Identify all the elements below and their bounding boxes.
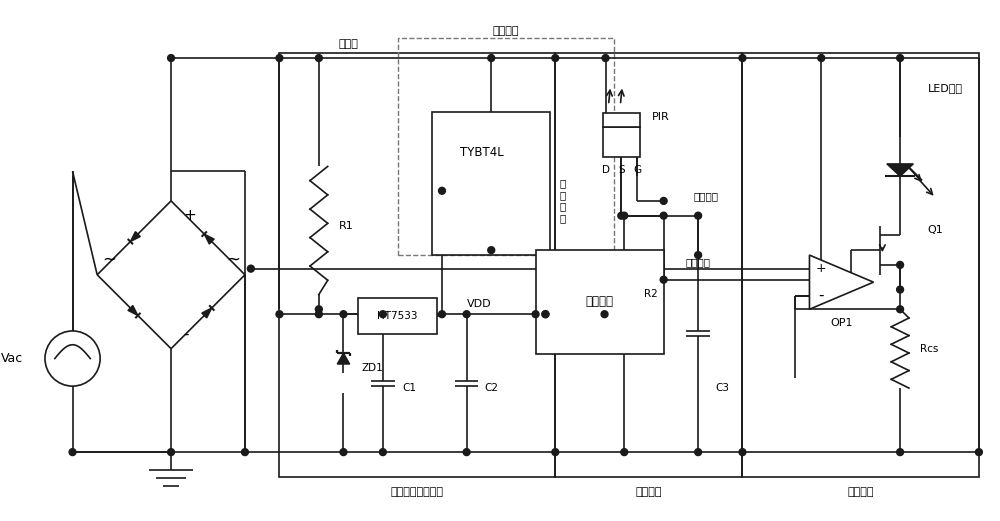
Polygon shape <box>128 305 138 316</box>
Circle shape <box>542 311 549 318</box>
Text: 控制模块: 控制模块 <box>586 295 614 308</box>
Circle shape <box>621 212 628 219</box>
Text: ~: ~ <box>226 251 240 269</box>
Circle shape <box>602 55 609 61</box>
Circle shape <box>439 311 445 318</box>
Circle shape <box>379 449 386 455</box>
Text: HT7533: HT7533 <box>377 311 418 321</box>
Polygon shape <box>337 353 350 364</box>
Text: VDD: VDD <box>467 300 491 309</box>
Circle shape <box>542 311 549 318</box>
Text: G: G <box>633 165 641 176</box>
Circle shape <box>276 55 283 61</box>
Polygon shape <box>809 255 873 309</box>
Polygon shape <box>130 232 140 242</box>
Circle shape <box>695 449 702 455</box>
Text: C3: C3 <box>716 383 730 393</box>
Text: 感应模块: 感应模块 <box>636 487 662 497</box>
Text: +: + <box>183 208 196 223</box>
Text: 感应信号: 感应信号 <box>693 191 718 201</box>
Circle shape <box>488 55 495 61</box>
Circle shape <box>276 311 283 318</box>
Circle shape <box>488 247 495 254</box>
Circle shape <box>975 449 982 455</box>
Text: S: S <box>618 165 625 176</box>
Text: D: D <box>602 165 610 176</box>
Circle shape <box>695 212 702 219</box>
Text: C2: C2 <box>484 383 498 393</box>
Circle shape <box>739 55 746 61</box>
Text: 感
应
参
数: 感 应 参 数 <box>559 178 565 223</box>
Circle shape <box>247 265 254 272</box>
Text: 调光信号: 调光信号 <box>685 257 710 267</box>
Circle shape <box>897 449 904 455</box>
Circle shape <box>618 212 625 219</box>
Circle shape <box>340 449 347 455</box>
Text: R1: R1 <box>339 220 353 230</box>
Circle shape <box>315 55 322 61</box>
Text: OP1: OP1 <box>830 318 853 328</box>
Circle shape <box>340 311 347 318</box>
Circle shape <box>897 286 904 293</box>
Circle shape <box>601 311 608 318</box>
Text: Rcs: Rcs <box>920 344 938 354</box>
Text: LED灯串: LED灯串 <box>928 83 963 93</box>
Circle shape <box>552 55 559 61</box>
Circle shape <box>69 449 76 455</box>
Text: -: - <box>819 288 824 303</box>
Text: TYBT4L: TYBT4L <box>460 146 504 159</box>
Circle shape <box>315 311 322 318</box>
FancyBboxPatch shape <box>358 299 437 334</box>
Circle shape <box>660 276 667 283</box>
Text: 无线模块: 无线模块 <box>493 27 519 36</box>
Circle shape <box>439 188 445 194</box>
Circle shape <box>621 449 628 455</box>
Polygon shape <box>204 234 214 244</box>
Circle shape <box>897 55 904 61</box>
Circle shape <box>695 252 702 258</box>
Text: 低压直流供电模块: 低压直流供电模块 <box>391 487 444 497</box>
Circle shape <box>315 306 322 313</box>
Text: Vac: Vac <box>1 352 23 365</box>
Circle shape <box>660 197 667 204</box>
Polygon shape <box>887 164 913 176</box>
Circle shape <box>532 311 539 318</box>
Text: ZD1: ZD1 <box>361 363 383 374</box>
Circle shape <box>660 212 667 219</box>
Circle shape <box>552 449 559 455</box>
Circle shape <box>463 449 470 455</box>
Text: C1: C1 <box>403 383 417 393</box>
FancyBboxPatch shape <box>432 112 550 255</box>
Circle shape <box>897 306 904 313</box>
Circle shape <box>818 55 825 61</box>
Text: +: + <box>816 262 827 275</box>
Text: ~: ~ <box>102 251 116 269</box>
FancyBboxPatch shape <box>603 113 640 127</box>
FancyBboxPatch shape <box>603 127 640 157</box>
Text: PIR: PIR <box>652 112 670 122</box>
Text: 发光模块: 发光模块 <box>847 487 874 497</box>
Circle shape <box>463 311 470 318</box>
Circle shape <box>168 449 175 455</box>
Text: R2: R2 <box>644 290 658 300</box>
Text: 线电压: 线电压 <box>338 39 358 49</box>
Text: Q1: Q1 <box>928 226 943 235</box>
Circle shape <box>739 449 746 455</box>
Circle shape <box>45 331 100 386</box>
Circle shape <box>379 311 386 318</box>
Circle shape <box>168 55 175 61</box>
Polygon shape <box>202 308 212 318</box>
Circle shape <box>897 262 904 268</box>
Text: -: - <box>183 326 188 341</box>
FancyBboxPatch shape <box>536 250 664 354</box>
Circle shape <box>242 449 248 455</box>
